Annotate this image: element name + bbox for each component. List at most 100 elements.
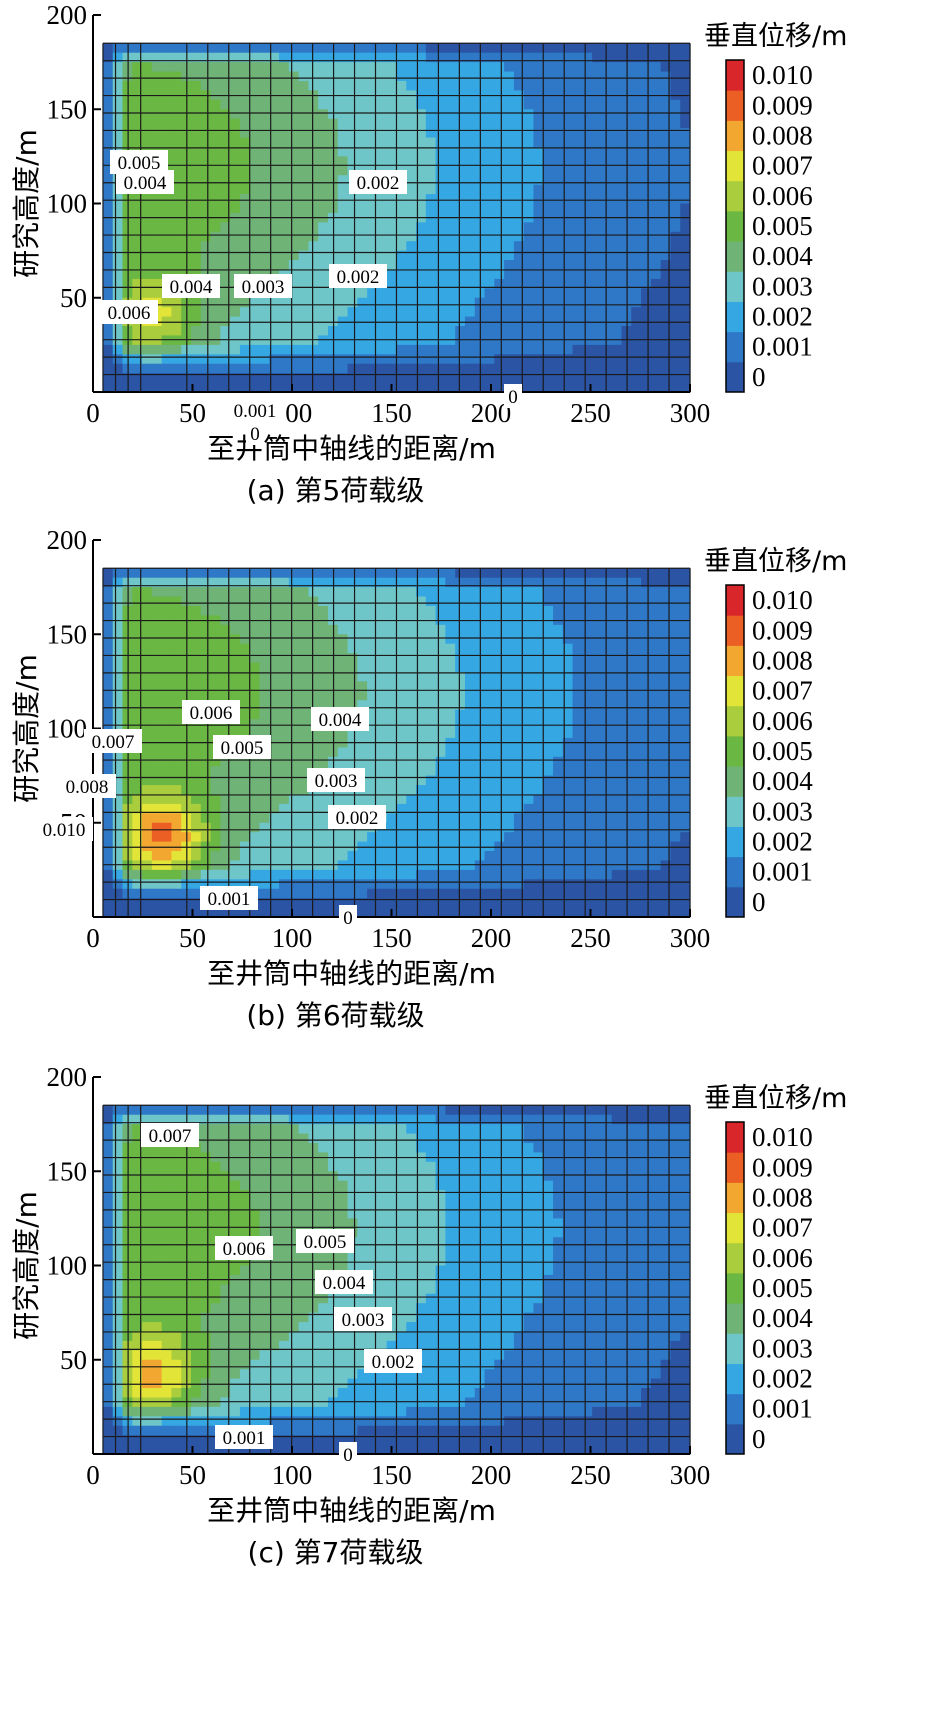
field-cell — [102, 52, 114, 63]
field-cell — [142, 250, 153, 261]
field-cell — [230, 719, 241, 730]
field-cell — [102, 80, 114, 91]
field-cell — [582, 137, 593, 148]
field-cell — [513, 146, 525, 157]
field-cell — [112, 596, 124, 607]
field-cell — [660, 756, 672, 767]
field-cell — [650, 653, 662, 664]
field-cell — [572, 869, 583, 880]
field-cell — [611, 643, 623, 654]
field-cell — [191, 634, 202, 645]
field-cell — [279, 596, 290, 607]
field-cell — [396, 62, 407, 73]
field-cell — [553, 382, 564, 393]
field-cell — [631, 62, 642, 73]
field-cell — [445, 653, 456, 664]
field-cell — [396, 907, 407, 918]
field-cell — [337, 194, 349, 205]
field-cell — [680, 146, 691, 157]
field-cell — [210, 297, 221, 308]
field-cell — [416, 860, 427, 871]
field-cell — [318, 128, 329, 139]
field-cell — [484, 307, 495, 318]
field-cell — [572, 766, 583, 777]
field-cell — [543, 344, 554, 355]
field-cell — [660, 241, 672, 252]
field-cell — [171, 1180, 182, 1191]
field-cell — [318, 316, 329, 327]
field-cell — [504, 662, 515, 673]
field-cell — [631, 99, 642, 110]
field-cell — [533, 297, 544, 308]
field-cell — [191, 363, 202, 374]
field-cell — [249, 643, 261, 654]
field-cell — [200, 137, 212, 148]
field-cell — [553, 605, 564, 616]
field-cell — [562, 728, 574, 739]
field-cell — [523, 907, 535, 918]
field-cell — [220, 269, 231, 280]
field-cell — [347, 643, 358, 654]
field-cell — [298, 841, 310, 852]
field-cell — [142, 1444, 153, 1455]
field-cell — [660, 662, 672, 673]
field-cell — [132, 709, 143, 720]
field-cell — [494, 851, 505, 862]
field-cell — [455, 577, 466, 588]
field-cell — [171, 241, 182, 252]
field-cell — [357, 794, 368, 805]
field-cell — [631, 326, 642, 337]
field-cell — [347, 832, 358, 843]
field-cell — [445, 577, 456, 588]
field-cell — [660, 728, 672, 739]
field-cell — [259, 297, 270, 308]
field-cell — [298, 297, 310, 308]
field-cell — [142, 1199, 153, 1210]
field-cell — [210, 316, 221, 327]
field-cell — [533, 109, 544, 120]
field-cell — [611, 898, 623, 909]
field-cell — [191, 577, 202, 588]
field-cell — [112, 1133, 124, 1144]
field-cell — [239, 231, 251, 242]
field-cell — [631, 794, 642, 805]
field-cell — [367, 297, 378, 308]
colorbar-swatch — [726, 796, 744, 827]
field-cell — [611, 653, 623, 664]
field-cell — [416, 681, 427, 692]
field-cell — [142, 841, 153, 852]
field-cell — [562, 99, 574, 110]
field-cell — [582, 756, 593, 767]
field-cell — [601, 596, 613, 607]
field-cell — [601, 231, 613, 242]
field-cell — [132, 288, 143, 299]
field-cell — [249, 813, 261, 824]
field-cell — [601, 156, 613, 167]
field-cell — [660, 99, 672, 110]
field-cell — [318, 363, 329, 374]
field-cell — [142, 1237, 153, 1248]
field-cell — [142, 1435, 153, 1446]
field-cell — [347, 156, 358, 167]
field-cell — [151, 1227, 163, 1238]
field-cell — [259, 643, 270, 654]
field-cell — [132, 860, 143, 871]
field-cell — [337, 662, 349, 673]
field-cell — [200, 222, 212, 233]
field-cell — [249, 634, 261, 645]
field-cell — [200, 184, 212, 195]
field-cell — [132, 681, 143, 692]
field-cell — [386, 624, 398, 635]
field-cell — [494, 99, 505, 110]
field-cell — [572, 898, 583, 909]
field-cell — [102, 662, 114, 673]
field-cell — [631, 756, 642, 767]
field-cell — [171, 728, 182, 739]
field-cell — [220, 653, 231, 664]
field-cell — [288, 747, 300, 758]
field-cell — [376, 326, 388, 337]
field-cell — [592, 832, 603, 843]
field-cell — [367, 80, 378, 91]
field-cell — [318, 690, 329, 701]
field-cell — [513, 851, 525, 862]
